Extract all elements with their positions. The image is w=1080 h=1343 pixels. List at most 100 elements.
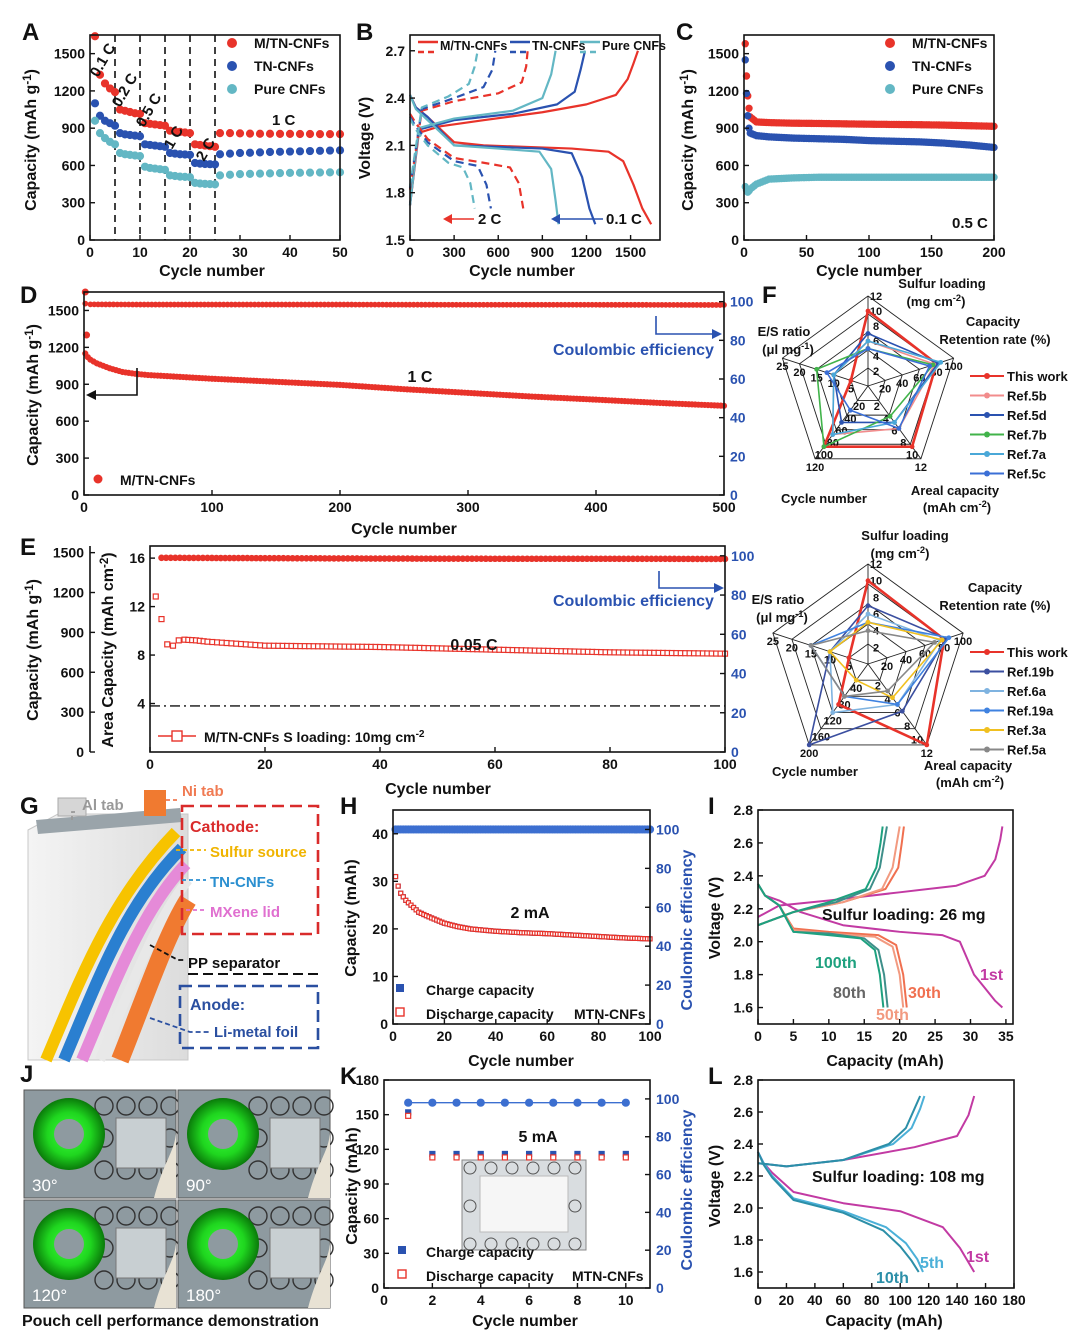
x-tick-label: 100 — [857, 244, 881, 260]
data-point — [286, 169, 293, 176]
legend-marker — [94, 475, 103, 484]
data-point — [246, 130, 253, 137]
y2-axis-label: Coulombic efficiency — [679, 1109, 696, 1270]
capacity-point — [171, 643, 176, 648]
y2-tick-label: 60 — [730, 371, 746, 387]
radar-tick-label: 20 — [881, 661, 893, 673]
pp-label: PP separator — [188, 955, 280, 972]
radar-point — [888, 414, 893, 419]
y-tick-label: 1500 — [708, 46, 739, 62]
x-tick-label: 30 — [232, 244, 248, 260]
y-tick-label: 2.4 — [734, 868, 754, 884]
legend-marker — [984, 471, 990, 477]
radar-tick-label: 100 — [944, 361, 962, 373]
data-point — [226, 130, 233, 137]
legend-label: Ref.7a — [1007, 447, 1047, 462]
data-point — [226, 150, 233, 157]
area-tick-label: 8 — [137, 647, 145, 663]
data-point — [256, 149, 263, 156]
radar-point — [822, 444, 827, 449]
radar-axis-label: E/S ratio — [752, 592, 805, 607]
y2-tick-label: 20 — [656, 1242, 672, 1258]
y-axis-label: Voltage (V) — [357, 97, 374, 179]
legend-marker — [227, 38, 237, 48]
legend-label: Ref.6a — [1007, 684, 1047, 699]
radar-point — [866, 331, 871, 336]
radar-point — [831, 372, 836, 377]
panel-letter-k: K — [340, 1063, 358, 1090]
discharge-point — [527, 1155, 532, 1160]
angle-label: 180° — [186, 1286, 221, 1305]
y2-tick-label: 20 — [731, 705, 747, 721]
y-tick-label: 600 — [61, 664, 85, 680]
x-tick-label: 2 — [428, 1292, 436, 1308]
legend-label: Ref.19b — [1007, 665, 1054, 680]
panel-b: 0 300 600 900 1200 15001.51.82.12.42.7Cycle n… — [357, 35, 666, 280]
data-point — [136, 153, 143, 160]
data-point — [296, 130, 303, 137]
radar-point — [836, 702, 841, 707]
y-tick-label: 40 — [372, 826, 388, 842]
y2-tick-label: 40 — [731, 666, 747, 682]
x-tick-label: 80 — [602, 756, 618, 772]
x-tick-label: 0 — [380, 1292, 388, 1308]
legend-marker — [984, 708, 990, 714]
panel-e: 0 20 40 60 80 1000204060801000300600900120015… — [24, 545, 755, 798]
panel-letter-i: I — [708, 793, 715, 820]
legend-marker — [984, 412, 990, 418]
data-point — [186, 130, 193, 137]
radar-point — [900, 709, 905, 714]
x-tick-label: 20 — [437, 1028, 453, 1044]
legend-label: Ref.5d — [1007, 408, 1047, 423]
radar-tick-label: 20 — [879, 383, 891, 395]
current-label: 5 mA — [518, 1129, 558, 1146]
legend-marker — [396, 1008, 404, 1016]
rate-annotation: 0.1 C — [606, 211, 642, 228]
y-axis-label: Voltage (V) — [707, 1145, 724, 1227]
panel-letter-g: G — [20, 793, 39, 820]
radar-axis-label: Sulfur loading — [898, 276, 985, 291]
voltage-curve — [758, 884, 1002, 1007]
radar-point — [932, 640, 937, 645]
radar-tick-label: 20 — [786, 642, 798, 654]
x-tick-label: 8 — [574, 1292, 582, 1308]
capacity-point — [153, 594, 158, 599]
radar-tick-label: 12 — [870, 291, 882, 303]
voltage-curve — [758, 1096, 974, 1166]
capacity-point — [159, 617, 164, 622]
panel-letter-b: B — [356, 19, 373, 46]
legend-label: Ref.7b — [1007, 428, 1047, 443]
y-tick-label: 600 — [716, 157, 740, 173]
data-point — [91, 100, 98, 107]
data-point — [306, 130, 313, 137]
y-tick-label: 2.6 — [734, 835, 754, 851]
pouch-cell — [270, 1118, 320, 1168]
x-tick-label: 40 — [807, 1292, 823, 1308]
legend-label: TN-CNFs — [254, 58, 314, 74]
legend-marker — [398, 1246, 406, 1254]
panel-l: 0 20 40 60 80 100 120 140 160 1801.61.82.02.22.42… — [707, 1072, 1026, 1330]
x-tick-label: 0 — [740, 244, 748, 260]
radar-point — [924, 743, 929, 748]
radar-axis-label: Cycle number — [772, 764, 858, 779]
y-tick-label: 600 — [62, 157, 86, 173]
data-point — [266, 148, 273, 155]
panel-letter-e: E — [20, 534, 36, 561]
x-tick-label: 30 — [963, 1028, 979, 1044]
radar-tick-label: 2 — [873, 642, 879, 654]
panel-letter-f: F — [762, 282, 777, 309]
discharge-point — [551, 1155, 556, 1160]
y2-tick-label: 0 — [730, 487, 738, 503]
area-tick-label: 16 — [129, 550, 145, 566]
photo-tile: 30° — [24, 1090, 179, 1198]
y-tick-label: 300 — [716, 195, 740, 211]
radar-tick-label: 10 — [906, 450, 918, 462]
x-tick-label: 15 — [856, 1028, 872, 1044]
legend-marker — [984, 451, 990, 457]
arrowhead — [714, 583, 724, 593]
radar-axis-label: Sulfur loading — [861, 528, 948, 543]
legend-label: Pure CNFs — [912, 81, 984, 97]
y-tick-label: 600 — [56, 413, 80, 429]
panel-letter-d: D — [20, 282, 37, 309]
data-point — [286, 130, 293, 137]
